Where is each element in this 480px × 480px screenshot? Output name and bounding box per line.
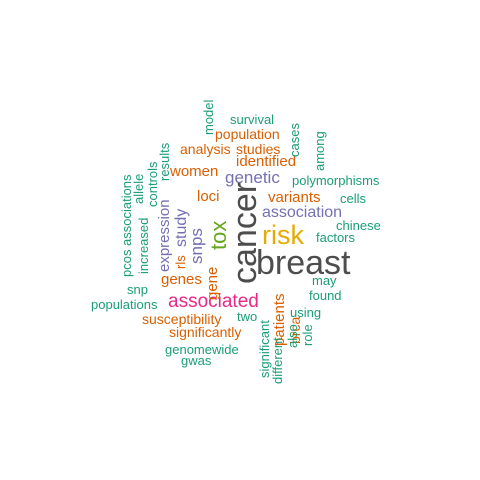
word-found: found	[309, 288, 342, 303]
word-snp: snp	[127, 282, 148, 297]
word-cases: cases	[287, 123, 302, 157]
word-analysis: analysis	[180, 141, 231, 157]
word-association: association	[262, 204, 343, 221]
word-significantly: significantly	[169, 324, 242, 340]
word-rls: rls	[173, 255, 188, 269]
word-using: using	[290, 305, 322, 320]
word-associated: associated	[168, 291, 259, 312]
word-different: different	[270, 337, 285, 384]
word-populations: populations	[91, 297, 158, 312]
word-also: also	[285, 324, 300, 348]
word-cancer: cancer	[226, 181, 264, 284]
word-factors: factors	[316, 230, 356, 245]
word-susceptibility: susceptibility	[142, 311, 222, 327]
word-breast: breast	[256, 244, 351, 282]
word-cells: cells	[340, 191, 367, 206]
word-genomewide: genomewide	[165, 342, 239, 357]
word-survival: survival	[230, 112, 275, 127]
word-genes: genes	[161, 271, 202, 288]
word-role: role	[300, 324, 315, 346]
word-variants: variants	[268, 189, 321, 206]
word-gwas: gwas	[181, 353, 212, 368]
word-may: may	[312, 273, 337, 288]
word-risk: risk	[262, 220, 304, 250]
word-tox: tox	[206, 220, 231, 250]
word-allele: allele	[131, 173, 146, 204]
word-study: study	[173, 208, 190, 247]
word-expression: expression	[156, 199, 173, 272]
word-model: model	[201, 99, 216, 135]
word-identified: identified	[236, 153, 297, 170]
word-women: women	[170, 163, 219, 180]
word-loci: loci	[197, 188, 220, 205]
word-population: population	[215, 126, 280, 142]
word-genetic: genetic	[225, 168, 280, 187]
word-results: results	[157, 142, 172, 181]
word-increased: increased	[136, 217, 151, 274]
word-two: two	[237, 309, 258, 324]
word-pcos: pcos	[119, 249, 134, 277]
word-studies: studies	[236, 141, 281, 157]
word-significant: significant	[257, 320, 272, 378]
word-polymorphisms: polymorphisms	[292, 173, 380, 188]
word-snps: snps	[187, 228, 206, 264]
word-chinese: chinese	[336, 218, 381, 233]
word-gene: gene	[204, 266, 221, 300]
word-among: among	[312, 131, 327, 171]
